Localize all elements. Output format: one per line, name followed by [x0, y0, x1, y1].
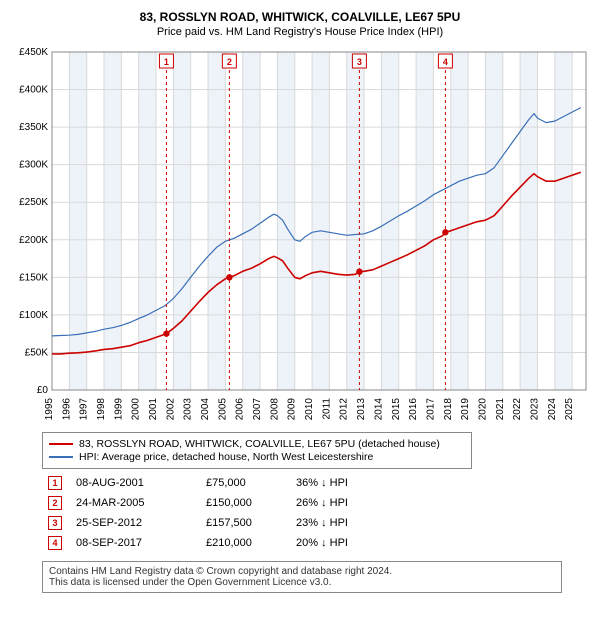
svg-text:£450K: £450K	[19, 47, 48, 58]
chart-subtitle: Price paid vs. HM Land Registry's House …	[8, 26, 592, 38]
svg-text:1999: 1999	[113, 398, 124, 421]
event-marker: 2	[48, 496, 62, 510]
chart-area: £0 £50K £100K £150K £200K £250K £300K £350K £400…	[8, 46, 592, 426]
svg-text:4: 4	[443, 57, 448, 67]
svg-text:£200K: £200K	[19, 235, 48, 246]
svg-text:2005: 2005	[217, 398, 228, 421]
event-marker: 3	[48, 516, 62, 530]
svg-text:2021: 2021	[495, 398, 506, 421]
svg-text:3: 3	[357, 57, 362, 67]
svg-text:£150K: £150K	[19, 272, 48, 283]
event-row: 4 08-SEP-2017£210,00020% ↓ HPI	[42, 533, 562, 553]
svg-text:2013: 2013	[356, 398, 367, 421]
legend-swatch	[49, 456, 73, 458]
event-delta: 20% ↓ HPI	[290, 533, 562, 553]
event-delta: 36% ↓ HPI	[290, 473, 562, 493]
svg-text:2011: 2011	[321, 398, 332, 420]
event-date: 24-MAR-2005	[70, 493, 200, 513]
svg-text:£250K: £250K	[19, 197, 48, 208]
svg-text:2017: 2017	[425, 398, 436, 421]
event-date: 08-AUG-2001	[70, 473, 200, 493]
svg-text:£350K: £350K	[19, 122, 48, 133]
events-table: 1 08-AUG-2001£75,00036% ↓ HPI 2 24-MAR-2005…	[42, 473, 562, 553]
svg-text:2004: 2004	[200, 398, 211, 421]
svg-text:2: 2	[227, 57, 232, 67]
svg-text:2008: 2008	[269, 398, 280, 421]
svg-text:2003: 2003	[183, 398, 194, 421]
svg-text:£300K: £300K	[19, 160, 48, 171]
legend-row: 83, ROSSLYN ROAD, WHITWICK, COALVILLE, L…	[49, 438, 465, 450]
svg-text:2025: 2025	[564, 398, 575, 421]
svg-text:2000: 2000	[131, 398, 142, 421]
svg-text:2009: 2009	[287, 398, 298, 421]
event-marker: 1	[48, 476, 62, 490]
svg-text:2012: 2012	[339, 398, 350, 421]
chart-title: 83, ROSSLYN ROAD, WHITWICK, COALVILLE, L…	[8, 10, 592, 24]
svg-text:2015: 2015	[391, 398, 402, 421]
attribution-line: This data is licensed under the Open Gov…	[49, 577, 555, 588]
attribution-line: Contains HM Land Registry data © Crown c…	[49, 566, 555, 577]
svg-text:£50K: £50K	[25, 347, 49, 358]
legend-row: HPI: Average price, detached house, Nort…	[49, 451, 465, 463]
svg-text:1998: 1998	[96, 398, 107, 421]
legend-label: HPI: Average price, detached house, Nort…	[79, 451, 373, 463]
chart-svg: £0 £50K £100K £150K £200K £250K £300K £350K £400…	[8, 46, 592, 426]
svg-text:£0: £0	[37, 385, 49, 396]
legend-swatch	[49, 443, 73, 445]
event-marker: 4	[48, 536, 62, 550]
event-row: 2 24-MAR-2005£150,00026% ↓ HPI	[42, 493, 562, 513]
svg-text:1997: 1997	[79, 398, 90, 421]
svg-text:2014: 2014	[373, 398, 384, 421]
svg-text:1996: 1996	[61, 398, 72, 421]
event-price: £210,000	[200, 533, 290, 553]
event-price: £75,000	[200, 473, 290, 493]
svg-text:£400K: £400K	[19, 85, 48, 96]
legend-label: 83, ROSSLYN ROAD, WHITWICK, COALVILLE, L…	[79, 438, 440, 450]
event-price: £150,000	[200, 493, 290, 513]
svg-text:1: 1	[164, 57, 169, 67]
event-delta: 23% ↓ HPI	[290, 513, 562, 533]
event-price: £157,500	[200, 513, 290, 533]
svg-text:2022: 2022	[512, 398, 523, 421]
svg-text:£100K: £100K	[19, 310, 48, 321]
event-date: 08-SEP-2017	[70, 533, 200, 553]
svg-text:2019: 2019	[460, 398, 471, 421]
svg-text:2007: 2007	[252, 398, 263, 421]
attribution-box: Contains HM Land Registry data © Crown c…	[42, 561, 562, 593]
svg-text:2020: 2020	[477, 398, 488, 421]
svg-text:2016: 2016	[408, 398, 419, 421]
svg-text:2024: 2024	[547, 398, 558, 421]
legend-box: 83, ROSSLYN ROAD, WHITWICK, COALVILLE, L…	[42, 432, 472, 469]
svg-text:2018: 2018	[443, 398, 454, 421]
svg-text:2006: 2006	[235, 398, 246, 421]
svg-text:1995: 1995	[44, 398, 55, 421]
svg-text:2001: 2001	[148, 398, 159, 421]
event-date: 25-SEP-2012	[70, 513, 200, 533]
event-delta: 26% ↓ HPI	[290, 493, 562, 513]
svg-text:2023: 2023	[529, 398, 540, 421]
event-row: 3 25-SEP-2012£157,50023% ↓ HPI	[42, 513, 562, 533]
event-row: 1 08-AUG-2001£75,00036% ↓ HPI	[42, 473, 562, 493]
svg-text:2002: 2002	[165, 398, 176, 421]
svg-text:2010: 2010	[304, 398, 315, 421]
